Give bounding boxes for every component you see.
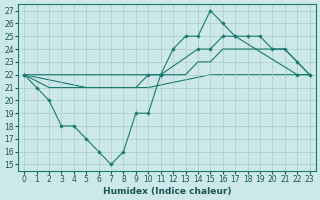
X-axis label: Humidex (Indice chaleur): Humidex (Indice chaleur) [103, 187, 231, 196]
